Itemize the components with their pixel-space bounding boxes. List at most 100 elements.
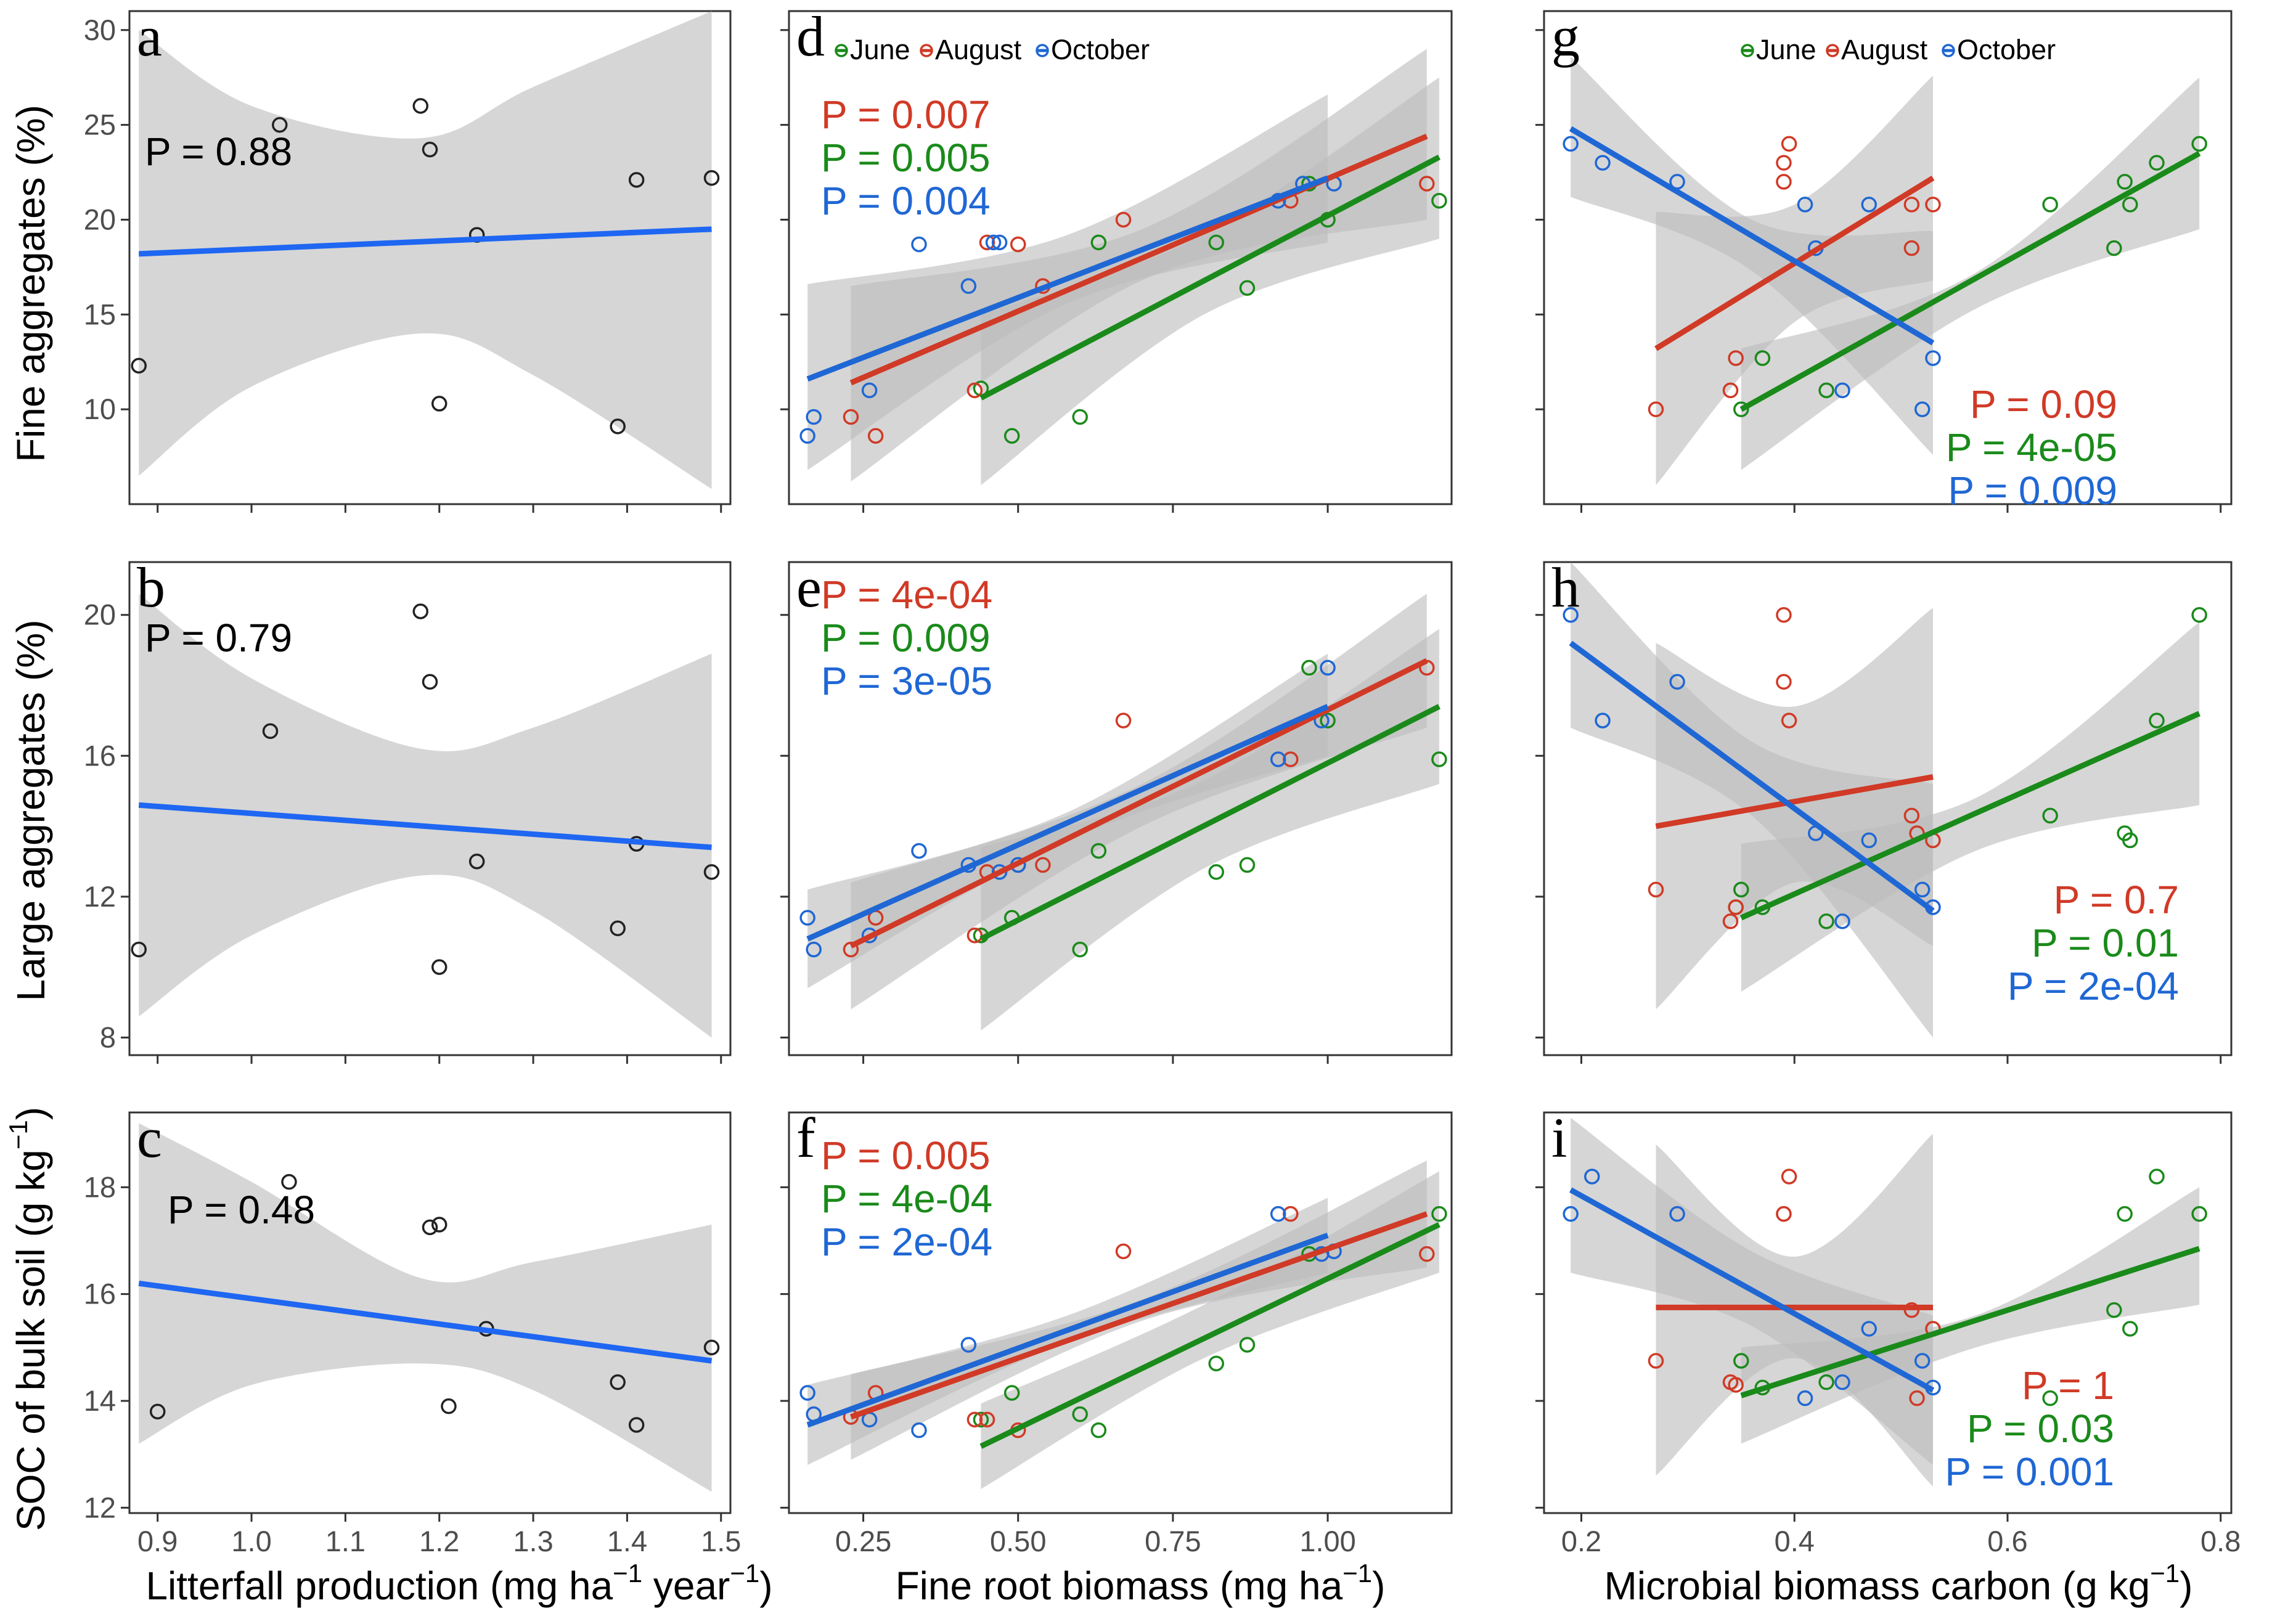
data-point-june [2122, 832, 2138, 849]
data-point-june [1090, 234, 1107, 251]
data-point-october [1834, 382, 1850, 399]
data-point [131, 357, 147, 374]
data-point-august [1728, 899, 1744, 915]
x-tick-label: 0.6 [1987, 1525, 2027, 1557]
data-point-june [2042, 197, 2058, 213]
x-tick-label: 1.2 [419, 1525, 459, 1557]
data-point-october [960, 1337, 977, 1353]
data-point-june [973, 1411, 989, 1428]
data-point-june [1754, 350, 1771, 366]
panel-letter: b [137, 556, 165, 619]
fit-line-october [1569, 1187, 1935, 1393]
data-point-august [1728, 350, 1744, 366]
confidence-band [139, 1123, 712, 1492]
data-point-june [1003, 428, 1020, 444]
data-point-october [799, 428, 815, 444]
data-point-august [979, 234, 995, 251]
x-tick-label: 0.4 [1775, 1525, 1815, 1557]
data-point-august [1903, 807, 1920, 824]
data-point-october [1914, 881, 1931, 898]
data-point-august [1781, 712, 1797, 728]
x-tick-label: 1.5 [701, 1525, 741, 1557]
p-value-label: P = 2e-04 [2008, 964, 2179, 1008]
data-point [149, 1403, 166, 1420]
data-point-august [966, 927, 983, 944]
data-point-august [1035, 857, 1051, 873]
data-point-october [1797, 197, 1813, 213]
data-point-october [1925, 350, 1941, 366]
x-tick-label: 0.2 [1561, 1525, 1601, 1557]
fit-line-august [849, 133, 1428, 386]
fit-line-october [806, 1233, 1329, 1428]
p-value-label: P = 0.007 [821, 92, 991, 137]
data-point [703, 170, 720, 186]
data-point-august [1776, 1206, 1792, 1222]
data-point [131, 941, 147, 958]
fit-line-june [979, 1222, 1440, 1449]
y-tick-label: 12 [84, 1491, 116, 1524]
data-point-october [1834, 1374, 1850, 1390]
data-point-october [1914, 1353, 1931, 1369]
data-point-august [843, 941, 859, 958]
data-point-june [2117, 1206, 2133, 1222]
fit-line [138, 1280, 713, 1364]
legend-label-october: October [1051, 34, 1150, 65]
data-point-june [1431, 751, 1447, 767]
data-point-august [1728, 1377, 1744, 1393]
panel-letter: f [796, 1106, 815, 1169]
data-point-august [843, 409, 859, 425]
p-value-label: P = 0.005 [821, 1133, 991, 1178]
data-point-october [1595, 155, 1611, 171]
legend-label-october: October [1957, 34, 2056, 65]
data-point-august [1115, 1243, 1132, 1260]
fit-line-october [806, 704, 1329, 942]
p-value-label: P = 4e-04 [821, 1177, 992, 1221]
panel-letter: c [137, 1106, 162, 1169]
fit-line [138, 802, 712, 851]
data-point-october [1270, 1206, 1286, 1222]
data-point-august [1722, 382, 1739, 399]
panel-a: 10 15 20 25 30 a P = 0.88 [84, 5, 732, 513]
data-point-june [1072, 941, 1088, 958]
data-point-august [1010, 236, 1026, 253]
data-point-october [1797, 1390, 1813, 1406]
data-point-october [806, 941, 822, 958]
data-point-june [1003, 1385, 1020, 1401]
y-tick-label: 16 [84, 1278, 116, 1310]
p-value-label: P = 0.88 [145, 129, 292, 174]
data-point-june [1239, 1337, 1256, 1353]
confidence-band [139, 594, 712, 1038]
data-point [703, 864, 720, 880]
data-point [610, 920, 626, 937]
fit-line-october [1569, 640, 1935, 913]
x-tick-label: 1.3 [513, 1525, 553, 1557]
data-point-august [1776, 606, 1792, 623]
y-axis-title-row-1: Fine aggregates (%) [9, 105, 53, 462]
p-value-label: P = 4e-04 [821, 573, 992, 617]
data-point-june [1301, 659, 1317, 676]
data-point-june [2149, 155, 2165, 171]
data-point-august [867, 428, 884, 444]
data-point [431, 396, 447, 412]
data-point [422, 674, 438, 690]
p-value-label: P = 3e-05 [821, 659, 992, 703]
data-point-june [1090, 843, 1107, 859]
y-tick-label: 8 [100, 1021, 116, 1053]
y-tick-label: 14 [84, 1384, 116, 1417]
data-point-august [1776, 674, 1792, 690]
data-point-june [1208, 234, 1224, 251]
panel-letter: a [137, 5, 162, 68]
data-point-august [979, 1411, 995, 1428]
x-tick-label: 1.00 [1299, 1525, 1355, 1557]
data-point-october [806, 409, 822, 425]
x-axis-title-col-2: Fine root biomass (mg ha−1) [896, 1559, 1386, 1608]
data-point [628, 172, 645, 188]
data-point-august [1925, 197, 1941, 213]
data-point-october [1834, 913, 1850, 929]
data-point-august [1648, 1353, 1664, 1369]
panel-c: 0.9 1.0 1.1 1.2 1.3 1.4 1.5 12 14 16 18 cP = 0.48 [84, 1106, 742, 1557]
data-point-october [1563, 1206, 1579, 1222]
x-axis-title-col-3: Microbial biomass carbon (g kg−1) [1604, 1559, 2193, 1608]
y-tick-label: 15 [84, 298, 116, 330]
